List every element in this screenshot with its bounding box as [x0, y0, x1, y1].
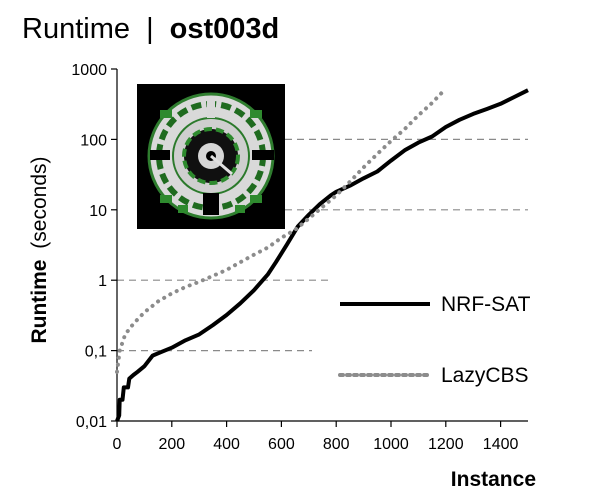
y-tick-label: 0,01 [76, 414, 107, 431]
y-tick-labels: 0,01 0,1 1 10 100 1000 [71, 62, 117, 431]
legend-label-nrf-sat: NRF-SAT [441, 293, 531, 316]
legend-label-lazycbs: LazyCBS [441, 364, 529, 387]
x-tick-label: 1400 [483, 436, 519, 453]
x-tick-label: 0 [113, 436, 122, 453]
x-tick-label: 200 [158, 436, 185, 453]
series-layer [115, 88, 529, 422]
y-tick-label: 1000 [71, 62, 107, 79]
series-line-nrf-sat [115, 88, 529, 422]
y-axis-label-bold: Runtime [28, 260, 51, 344]
grid-layer [117, 138, 528, 352]
chart-title-separator: | [146, 13, 154, 45]
chart-title-map: ost003d [170, 13, 280, 45]
x-tick-label: 800 [323, 436, 350, 453]
x-tick-label: 1200 [428, 436, 464, 453]
x-tick-label: 600 [268, 436, 295, 453]
chart-title-prefix: Runtime [22, 13, 130, 45]
y-tick-label: 10 [89, 203, 107, 220]
x-tick-label: 400 [213, 436, 240, 453]
legend: NRF-SAT LazyCBS [338, 293, 531, 387]
y-axis-label: Runtime (seconds) [28, 156, 51, 343]
y-tick-label: 1 [98, 273, 107, 290]
x-tick-label: 1000 [373, 436, 409, 453]
x-tick-labels: 0 200 400 600 800 1000 1200 1400 [113, 421, 519, 453]
chart-title: Runtime | ost003d [22, 13, 279, 45]
y-tick-label: 0,1 [85, 344, 107, 361]
y-tick-label: 100 [80, 132, 107, 149]
y-axis-label-unit: (seconds) [28, 156, 51, 248]
map-thumbnail-image [137, 84, 285, 229]
series-line-lazycbs [115, 89, 446, 374]
x-axis-label: Instance [451, 468, 536, 491]
